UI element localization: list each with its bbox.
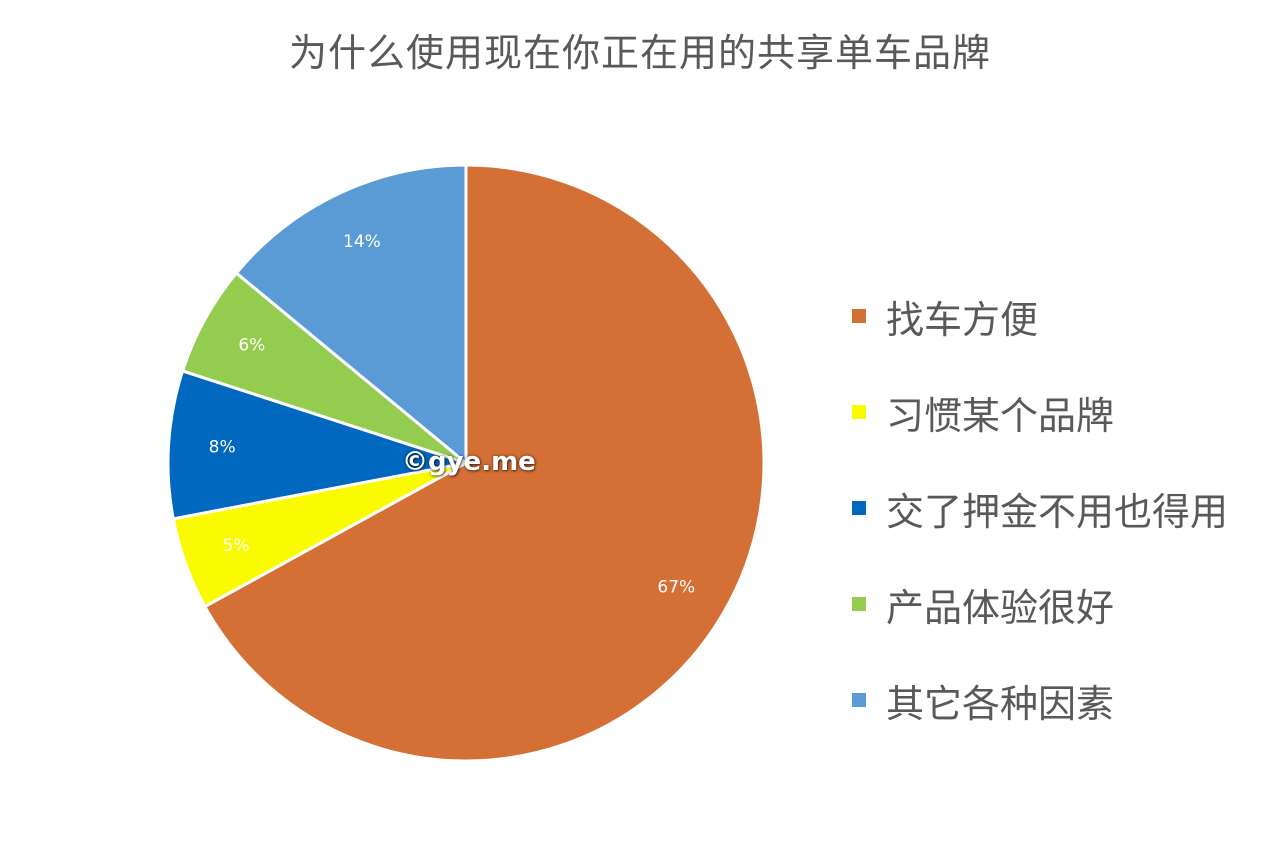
legend-label-1: 找车方便 [886, 297, 1039, 342]
chart-title: 为什么使用现在你正在用的共享单车品牌 [288, 31, 991, 75]
pie-slice-3 [166, 369, 468, 521]
pie-slice-label-3: 8% [209, 438, 236, 458]
legend-label-4: 产品体验很好 [886, 585, 1115, 630]
pie-slice-labels: 67% 5% 8% 6% 14% [209, 232, 696, 597]
legend-item-5: 其它各种因素 [852, 652, 1228, 748]
legend-item-1: 找车方便 [852, 268, 1228, 364]
pie-slice-label-4: 6% [238, 335, 265, 355]
legend-item-2: 习惯某个品牌 [852, 364, 1228, 460]
legend-swatch-5 [852, 693, 866, 707]
legend-swatch-4 [852, 597, 866, 611]
legend-label-5: 其它各种因素 [886, 681, 1115, 726]
legend-swatch-2 [852, 405, 866, 419]
pie-slices [166, 163, 766, 763]
pie-slice-label-5: 14% [343, 232, 381, 252]
pie-slice-label-1: 67% [657, 577, 695, 597]
legend-label-2: 习惯某个品牌 [886, 393, 1115, 438]
legend-item-3: 交了押金不用也得用 [852, 460, 1228, 556]
legend-item-4: 产品体验很好 [852, 556, 1228, 652]
pie-slice-label-2: 5% [223, 536, 250, 556]
chart-legend: 找车方便习惯某个品牌交了押金不用也得用 产品体验很好 其它各种因素 [852, 268, 1228, 748]
pie-slice-1 [203, 163, 766, 763]
legend-label-3: 交了押金不用也得用 [886, 489, 1229, 534]
legend-swatch-1 [852, 309, 866, 323]
watermark-text: ©gye.me [402, 447, 536, 477]
pie-slice-5 [234, 163, 468, 465]
legend-swatch-3 [852, 501, 866, 515]
